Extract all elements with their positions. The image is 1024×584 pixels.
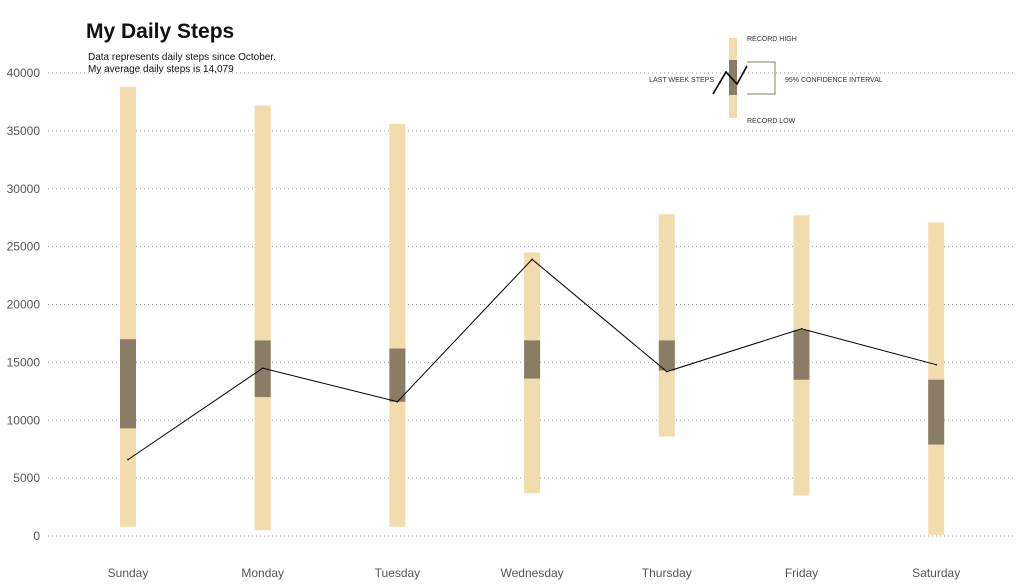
last-week-point (261, 367, 264, 369)
legend-ci-bracket (747, 61, 776, 95)
y-tick-label: 0 (33, 529, 40, 543)
confidence-interval-bar (793, 329, 810, 380)
legend-record-high: RECORD HIGH (747, 36, 797, 43)
legend-ci: 95% CONFIDENCE INTERVAL (785, 77, 883, 84)
x-tick-label: Thursday (642, 566, 692, 580)
chart-title: My Daily Steps (86, 20, 235, 43)
x-tick-label: Monday (241, 566, 284, 580)
record-range-bar (389, 123, 406, 527)
last-week-point (396, 400, 399, 403)
x-tick-label: Sunday (108, 566, 149, 580)
record-range-bar (658, 214, 675, 437)
x-tick-label: Saturday (912, 566, 960, 580)
legend-line-sample (712, 65, 748, 95)
chart-subtitle-line-2: My average daily steps is 14,079 (88, 64, 234, 75)
y-tick-label: 10000 (7, 413, 41, 427)
x-axis: Sunday Monday Tuesday Wednesday Thursday Frid… (108, 566, 961, 580)
confidence-interval-bar (658, 340, 675, 371)
last-week-point (800, 328, 803, 330)
y-tick-label: 40000 (7, 66, 41, 80)
y-tick-label: 35000 (7, 124, 41, 138)
legend-ci-swatch (729, 60, 737, 95)
y-axis: 0 5000 10000 15000 20000 25000 30000 35000 40000 (7, 66, 41, 543)
y-tick-label: 5000 (13, 471, 40, 485)
last-week-point (127, 458, 129, 461)
legend: RECORD HIGH RECORD LOW LAST WEEK STEPS 9… (649, 36, 883, 125)
confidence-interval-bar (524, 340, 541, 379)
confidence-interval-bar (928, 379, 945, 445)
record-range-bar (120, 86, 136, 527)
y-tick-label: 15000 (7, 355, 41, 369)
confidence-interval-bar (120, 339, 136, 429)
x-tick-label: Tuesday (375, 566, 421, 580)
last-week-line (127, 258, 937, 461)
x-tick-label: Friday (785, 566, 818, 580)
legend-last-week: LAST WEEK STEPS (649, 77, 714, 84)
record-range-bar (254, 105, 271, 531)
bars (120, 86, 945, 535)
last-week-point (666, 370, 668, 373)
y-tick-label: 25000 (7, 240, 41, 254)
record-range-bar (928, 222, 945, 535)
chart-subtitle-line-1: Data represents daily steps since Octobe… (88, 52, 276, 63)
last-week-point (531, 258, 533, 261)
y-tick-label: 30000 (7, 182, 41, 196)
x-tick-label: Wednesday (501, 566, 564, 580)
last-week-point (935, 363, 937, 366)
y-tick-label: 20000 (7, 298, 41, 312)
legend-record-low: RECORD LOW (747, 118, 796, 125)
confidence-interval-bar (389, 348, 406, 402)
